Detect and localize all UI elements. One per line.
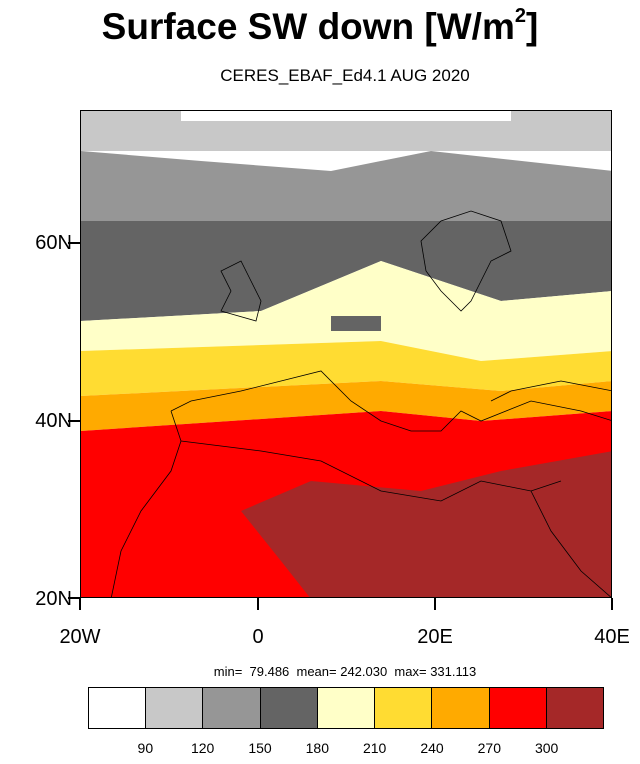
lon-tick-20e — [434, 598, 436, 610]
title-superscript: 2 — [514, 4, 526, 27]
map-plot-area — [80, 110, 612, 598]
lat-tick-20n — [68, 597, 80, 599]
colorbar-segment — [146, 688, 204, 728]
colorbar-segment — [260, 688, 318, 728]
band-max — [241, 451, 611, 597]
colorbar-tick-label: 240 — [420, 740, 444, 756]
coastline-north-africa — [180, 440, 562, 502]
lat-tick-60n — [68, 242, 80, 244]
coastline-black-sea — [490, 380, 611, 402]
lat-label-40n: 40N — [35, 410, 72, 432]
colorbar-segment — [375, 688, 433, 728]
lon-tick-40e — [611, 598, 613, 610]
colorbar-segment — [489, 688, 547, 728]
lon-label-20e: 20E — [417, 626, 453, 648]
coastline-britain — [220, 260, 262, 322]
chart-title: Surface SW down [W/m2] — [0, 4, 640, 48]
lon-tick-20w — [79, 598, 81, 610]
lon-label-40e: 40E — [594, 626, 630, 648]
band-270-300 — [81, 381, 611, 431]
band-180-210 — [81, 221, 611, 321]
colorbar-segment — [89, 688, 147, 728]
title-text: Surface SW down [W/m — [101, 6, 515, 47]
dark-patch-poland — [331, 316, 381, 331]
colorbar-tick-label: 150 — [248, 740, 272, 756]
lon-label-0: 0 — [252, 626, 264, 648]
band-150-180-north — [81, 151, 611, 221]
lat-label-60n: 60N — [35, 232, 72, 254]
colorbar-tick-label: 300 — [534, 740, 559, 756]
colorbar-tick-label: 270 — [477, 740, 502, 756]
map-svg — [81, 111, 611, 597]
lat-label-20n: 20N — [35, 588, 72, 610]
colorbar-tick-label: 120 — [190, 740, 215, 756]
colorbar — [88, 687, 604, 729]
coastline-scandinavia — [420, 210, 512, 312]
colorbar-tick-label: 180 — [305, 740, 330, 756]
colorbar-tick-label: 210 — [362, 740, 387, 756]
band-240-270 — [81, 341, 611, 396]
lat-tick-40n — [68, 420, 80, 422]
colorbar-segment — [203, 688, 261, 728]
colorbar-segment — [432, 688, 490, 728]
lon-label-20w: 20W — [59, 626, 101, 648]
band-90-120 — [181, 111, 511, 121]
coastline-red-sea — [530, 490, 611, 597]
stats-line: min= 79.486 mean= 242.030 max= 331.113 — [213, 664, 477, 679]
colorbar-segment — [317, 688, 376, 728]
coastline-west-africa — [111, 410, 182, 597]
band-210-240 — [81, 261, 611, 361]
colorbar-segment — [546, 688, 603, 728]
coastline-mediterranean-north — [170, 370, 611, 432]
colorbar-tick-label: 90 — [137, 740, 154, 756]
chart-subtitle: CERES_EBAF_Ed4.1 AUG 2020 — [220, 66, 470, 85]
title-close-bracket: ] — [525, 6, 539, 47]
lon-tick-0 — [257, 598, 259, 610]
